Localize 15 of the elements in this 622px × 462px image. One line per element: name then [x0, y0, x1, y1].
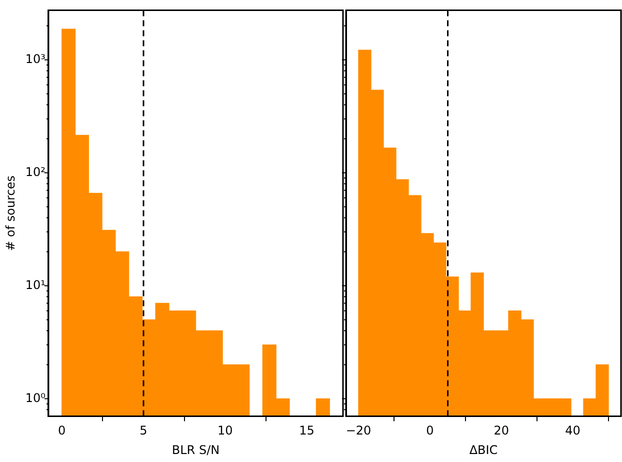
x-tick-label: 40 [565, 424, 580, 438]
x-axis-title: ΔBIC [469, 442, 498, 457]
x-tick-label: 5 [140, 424, 148, 438]
x-tick-label: 15 [299, 424, 314, 438]
x-tick-label: 10 [217, 424, 233, 438]
x-tick-label: 0 [58, 424, 66, 438]
x-tick-label: −20 [346, 424, 372, 438]
y-tick-label: 10² [25, 164, 46, 179]
y-axis-title: # of sources [3, 176, 18, 251]
x-axis-title: BLR S/N [172, 442, 220, 457]
y-tick-label: 10³ [25, 52, 46, 66]
y-tick-label: 10¹ [25, 278, 46, 292]
x-tick-label: 0 [426, 424, 434, 438]
x-tick-label: 20 [494, 424, 509, 438]
y-tick-label: 10⁰ [25, 390, 46, 405]
